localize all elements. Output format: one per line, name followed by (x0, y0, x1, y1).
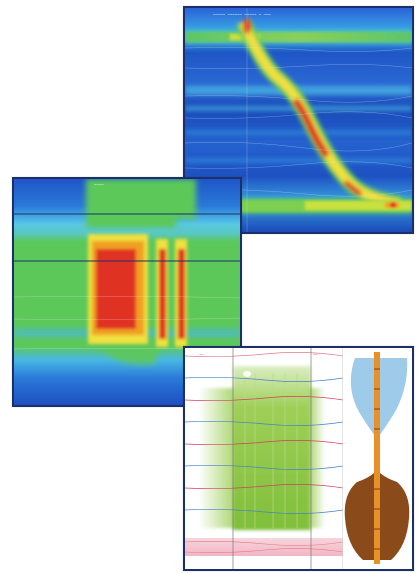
trace-lines (185, 8, 412, 232)
impedance-plot (185, 348, 412, 569)
marker-left: ~~ (199, 352, 204, 357)
sphincter-lines (14, 213, 240, 262)
upper-sphincter-band (185, 32, 412, 42)
panel-caption: ~~~~ (94, 182, 104, 187)
high-pressure-zone (88, 234, 187, 347)
impedance-area (185, 348, 344, 569)
marker-right: ~~ (313, 352, 318, 357)
bolus-diagram (343, 348, 412, 569)
topography-plot-middle-left (14, 179, 240, 405)
catheter (374, 352, 380, 564)
panel-caption: ~~~~~ ~~~~~~ ~~~~~ ~ ~~~ (213, 12, 271, 17)
topography-panel-middle-left: ~~~~ (12, 177, 242, 407)
impedance-panel-bottom-right: ~~ ~~ (183, 346, 414, 571)
